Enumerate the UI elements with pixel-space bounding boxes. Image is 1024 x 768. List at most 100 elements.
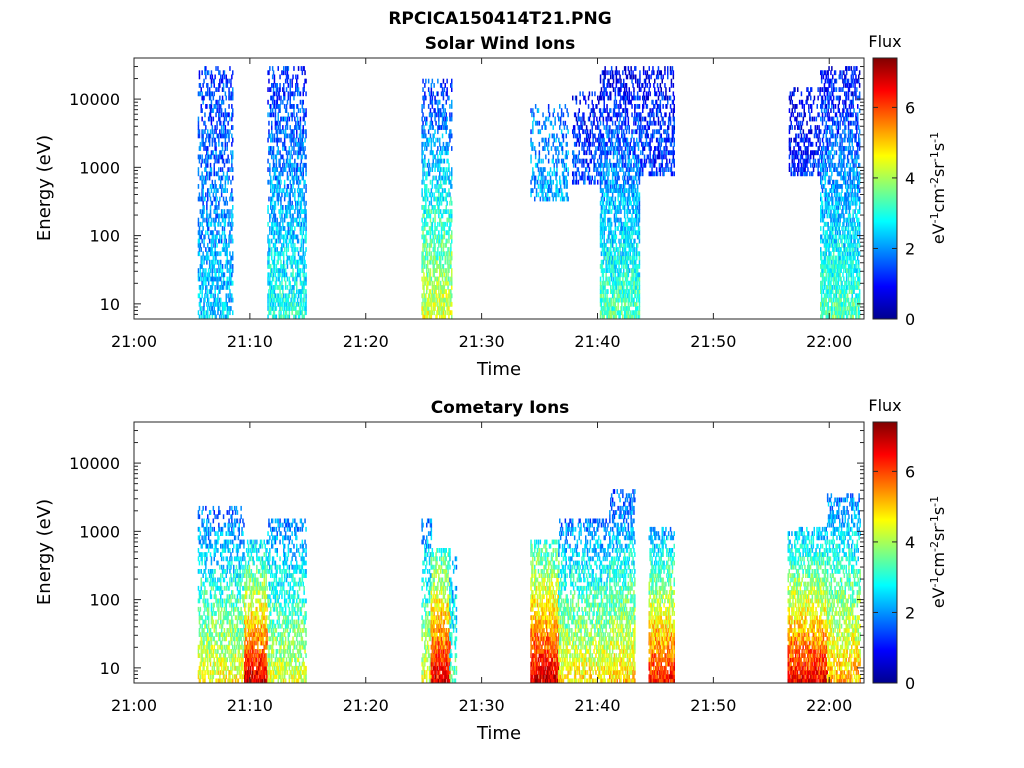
- heatmap-bin: [302, 260, 304, 265]
- heatmap-bin: [290, 222, 292, 227]
- heatmap-bin: [227, 171, 229, 176]
- heatmap-bin: [204, 159, 206, 164]
- heatmap-bin: [305, 163, 307, 168]
- heatmap-bin: [208, 268, 210, 273]
- heatmap-bin: [302, 104, 304, 109]
- heatmap-bin: [209, 272, 211, 277]
- heatmap-bin: [224, 272, 226, 277]
- spectrogram-figure: RPCICA150414T21.PNG Solar Wind Ions 21:0…: [0, 0, 1024, 768]
- heatmap-bin: [212, 75, 214, 80]
- heatmap-bin: [304, 138, 306, 143]
- heatmap-bin: [202, 214, 204, 219]
- heatmap-bin: [222, 155, 224, 160]
- heatmap-bin: [293, 104, 295, 109]
- heatmap-bin: [212, 125, 214, 130]
- heatmap-bin: [214, 138, 216, 143]
- heatmap-bin: [428, 79, 430, 84]
- heatmap-bin: [282, 155, 284, 160]
- heatmap-bin: [231, 293, 233, 298]
- heatmap-bin: [227, 176, 229, 181]
- heatmap-bin: [303, 129, 305, 134]
- heatmap-bin: [222, 176, 224, 181]
- heatmap-bin: [284, 96, 286, 101]
- heatmap-bin: [232, 222, 234, 227]
- heatmap-bin: [303, 176, 305, 181]
- heatmap-bin: [267, 159, 269, 164]
- heatmap-bin: [215, 218, 217, 223]
- heatmap-bin: [204, 142, 206, 147]
- heatmap-bin: [232, 239, 234, 244]
- heatmap-bin: [227, 188, 229, 193]
- heatmap-bin: [270, 176, 272, 181]
- heatmap-bin: [229, 214, 231, 219]
- heatmap-bin: [286, 104, 288, 109]
- heatmap-bin: [305, 272, 307, 277]
- heatmap-bin: [219, 235, 221, 240]
- heatmap-bin: [290, 100, 292, 105]
- heatmap-bin: [214, 167, 216, 172]
- heatmap-bin: [222, 214, 224, 219]
- heatmap-bin: [200, 91, 202, 96]
- solar-wind-title: Solar Wind Ions: [425, 34, 576, 54]
- heatmap-bin: [274, 163, 276, 168]
- heatmap-bin: [214, 306, 216, 311]
- heatmap-bin: [277, 83, 279, 88]
- heatmap-bin: [426, 289, 428, 294]
- heatmap-bin: [232, 167, 234, 172]
- heatmap-bin: [274, 138, 276, 143]
- heatmap-bin: [425, 142, 427, 147]
- heatmap-bin: [274, 75, 276, 80]
- heatmap-bin: [274, 260, 276, 265]
- heatmap-bin: [222, 146, 224, 151]
- heatmap-bin: [298, 293, 300, 298]
- heatmap-bin: [301, 239, 303, 244]
- heatmap-bin: [305, 310, 307, 315]
- heatmap-bin: [278, 277, 280, 282]
- heatmap-bin: [198, 184, 200, 189]
- heatmap-bin: [227, 264, 229, 269]
- heatmap-bin: [275, 108, 277, 113]
- heatmap-bin: [292, 192, 294, 197]
- heatmap-bin: [218, 100, 220, 105]
- heatmap-bin: [423, 285, 425, 290]
- heatmap-bin: [203, 239, 205, 244]
- heatmap-bin: [300, 277, 302, 282]
- heatmap-bin: [293, 289, 295, 294]
- heatmap-bin: [201, 277, 203, 282]
- heatmap-bin: [229, 298, 231, 303]
- heatmap-bin: [421, 155, 423, 160]
- heatmap-bin: [203, 306, 205, 311]
- heatmap-bin: [427, 243, 429, 248]
- heatmap-bin: [292, 247, 294, 252]
- heatmap-bin: [230, 222, 232, 227]
- heatmap-bin: [199, 192, 201, 197]
- heatmap-bin: [293, 285, 295, 290]
- heatmap-bin: [225, 306, 227, 311]
- heatmap-bin: [209, 117, 211, 122]
- heatmap-bin: [421, 226, 423, 231]
- heatmap-bin: [275, 272, 277, 277]
- heatmap-bin: [222, 142, 224, 147]
- heatmap-bin: [214, 79, 216, 84]
- heatmap-bin: [228, 243, 230, 248]
- heatmap-bin: [231, 188, 233, 193]
- heatmap-bin: [292, 302, 294, 307]
- heatmap-bin: [201, 310, 203, 315]
- heatmap-bin: [290, 285, 292, 290]
- heatmap-bin: [214, 260, 216, 265]
- heatmap-bin: [425, 201, 427, 206]
- heatmap-bin: [232, 256, 234, 261]
- heatmap-bin: [428, 129, 430, 134]
- heatmap-bin: [280, 218, 282, 223]
- heatmap-bin: [291, 83, 293, 88]
- heatmap-bin: [290, 171, 292, 176]
- heatmap-bin: [221, 125, 223, 130]
- heatmap-bin: [227, 285, 229, 290]
- heatmap-bin: [426, 192, 428, 197]
- heatmap-bin: [273, 176, 275, 181]
- heatmap-bin: [230, 264, 232, 269]
- heatmap-bin: [278, 117, 280, 122]
- heatmap-bin: [223, 129, 225, 134]
- heatmap-bin: [270, 134, 272, 139]
- heatmap-bin: [426, 117, 428, 122]
